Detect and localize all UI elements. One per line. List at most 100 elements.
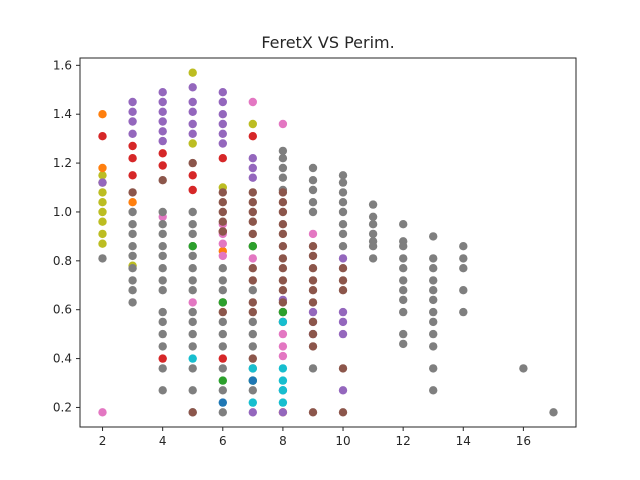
data-point — [338, 198, 348, 207]
data-point — [218, 386, 227, 395]
data-point — [278, 242, 288, 251]
data-point — [278, 198, 288, 207]
data-point — [399, 286, 408, 295]
data-point — [188, 307, 197, 317]
data-point — [338, 276, 348, 285]
y-tick-label: 1.0 — [53, 205, 72, 219]
data-point — [429, 276, 438, 285]
chart-title: FeretX VS Perim. — [261, 33, 394, 52]
data-point — [98, 207, 107, 217]
data-point — [399, 339, 408, 349]
data-point — [158, 117, 167, 126]
data-point — [188, 342, 197, 351]
data-point — [308, 229, 318, 239]
data-point — [278, 119, 288, 129]
data-point — [338, 408, 348, 417]
series-0 — [98, 68, 257, 270]
data-point — [128, 276, 137, 285]
data-point — [308, 307, 318, 317]
data-point — [399, 264, 408, 273]
data-point — [248, 188, 257, 197]
data-point — [218, 227, 227, 236]
data-point — [218, 119, 227, 129]
data-point — [188, 242, 197, 251]
data-point — [248, 217, 257, 226]
data-point — [218, 207, 227, 217]
data-point — [278, 229, 288, 239]
data-point — [128, 286, 137, 295]
data-point — [429, 254, 438, 263]
data-point — [218, 154, 227, 163]
data-point — [128, 141, 137, 151]
data-point — [278, 342, 288, 351]
data-point — [218, 217, 227, 226]
data-point — [278, 408, 288, 417]
data-point — [218, 239, 227, 248]
x-tick-label: 12 — [396, 434, 411, 448]
data-point — [308, 317, 318, 327]
y-tick-label: 1.4 — [53, 107, 72, 121]
data-point — [368, 200, 378, 209]
data-point — [188, 129, 197, 138]
data-point — [248, 119, 257, 129]
data-point — [248, 376, 257, 385]
data-point — [128, 117, 137, 126]
data-point — [308, 176, 318, 185]
data-point — [549, 408, 558, 417]
data-point — [158, 97, 167, 107]
data-point — [158, 342, 167, 351]
data-point — [98, 188, 107, 197]
data-point — [338, 329, 348, 339]
x-tick-label: 4 — [159, 434, 167, 448]
data-point — [429, 307, 438, 317]
data-point — [248, 97, 257, 107]
data-point — [188, 220, 197, 229]
data-point — [368, 229, 378, 239]
data-point — [308, 286, 318, 295]
data-point — [308, 298, 318, 307]
data-point — [128, 171, 137, 180]
data-point — [128, 154, 137, 163]
data-point — [218, 251, 227, 261]
data-point — [248, 264, 257, 273]
data-point — [429, 329, 438, 339]
plot-frame — [79, 57, 577, 428]
data-point — [158, 364, 167, 373]
data-point — [128, 107, 137, 117]
data-point — [338, 386, 348, 395]
data-point — [278, 307, 288, 317]
data-point — [338, 317, 348, 327]
data-point — [158, 242, 167, 251]
data-point — [158, 329, 167, 339]
y-tick-label: 0.4 — [53, 352, 72, 366]
data-point — [308, 264, 318, 273]
data-point — [98, 110, 107, 119]
data-point — [399, 276, 408, 285]
data-point — [308, 242, 318, 251]
data-point — [158, 207, 167, 217]
data-point — [248, 207, 257, 217]
x-tick-label: 14 — [456, 434, 471, 448]
data-point — [278, 317, 288, 327]
data-point — [459, 307, 468, 317]
data-point — [429, 295, 438, 305]
data-point — [519, 364, 528, 373]
data-point — [248, 254, 257, 263]
data-point — [459, 242, 468, 251]
data-point — [459, 264, 468, 273]
x-axis: 2 4 6 8 10 12 14 16 — [99, 427, 531, 448]
data-point — [278, 146, 288, 156]
data-point — [429, 342, 438, 351]
data-point — [218, 354, 227, 363]
x-tick-label: 2 — [99, 434, 107, 448]
data-point — [248, 307, 257, 317]
data-point — [98, 178, 107, 187]
data-point — [248, 329, 257, 339]
data-point — [218, 364, 227, 373]
data-point — [248, 163, 257, 173]
data-point — [128, 97, 137, 107]
data-point — [158, 354, 167, 363]
data-point — [338, 207, 348, 217]
data-point — [248, 354, 257, 363]
data-point — [98, 254, 107, 263]
